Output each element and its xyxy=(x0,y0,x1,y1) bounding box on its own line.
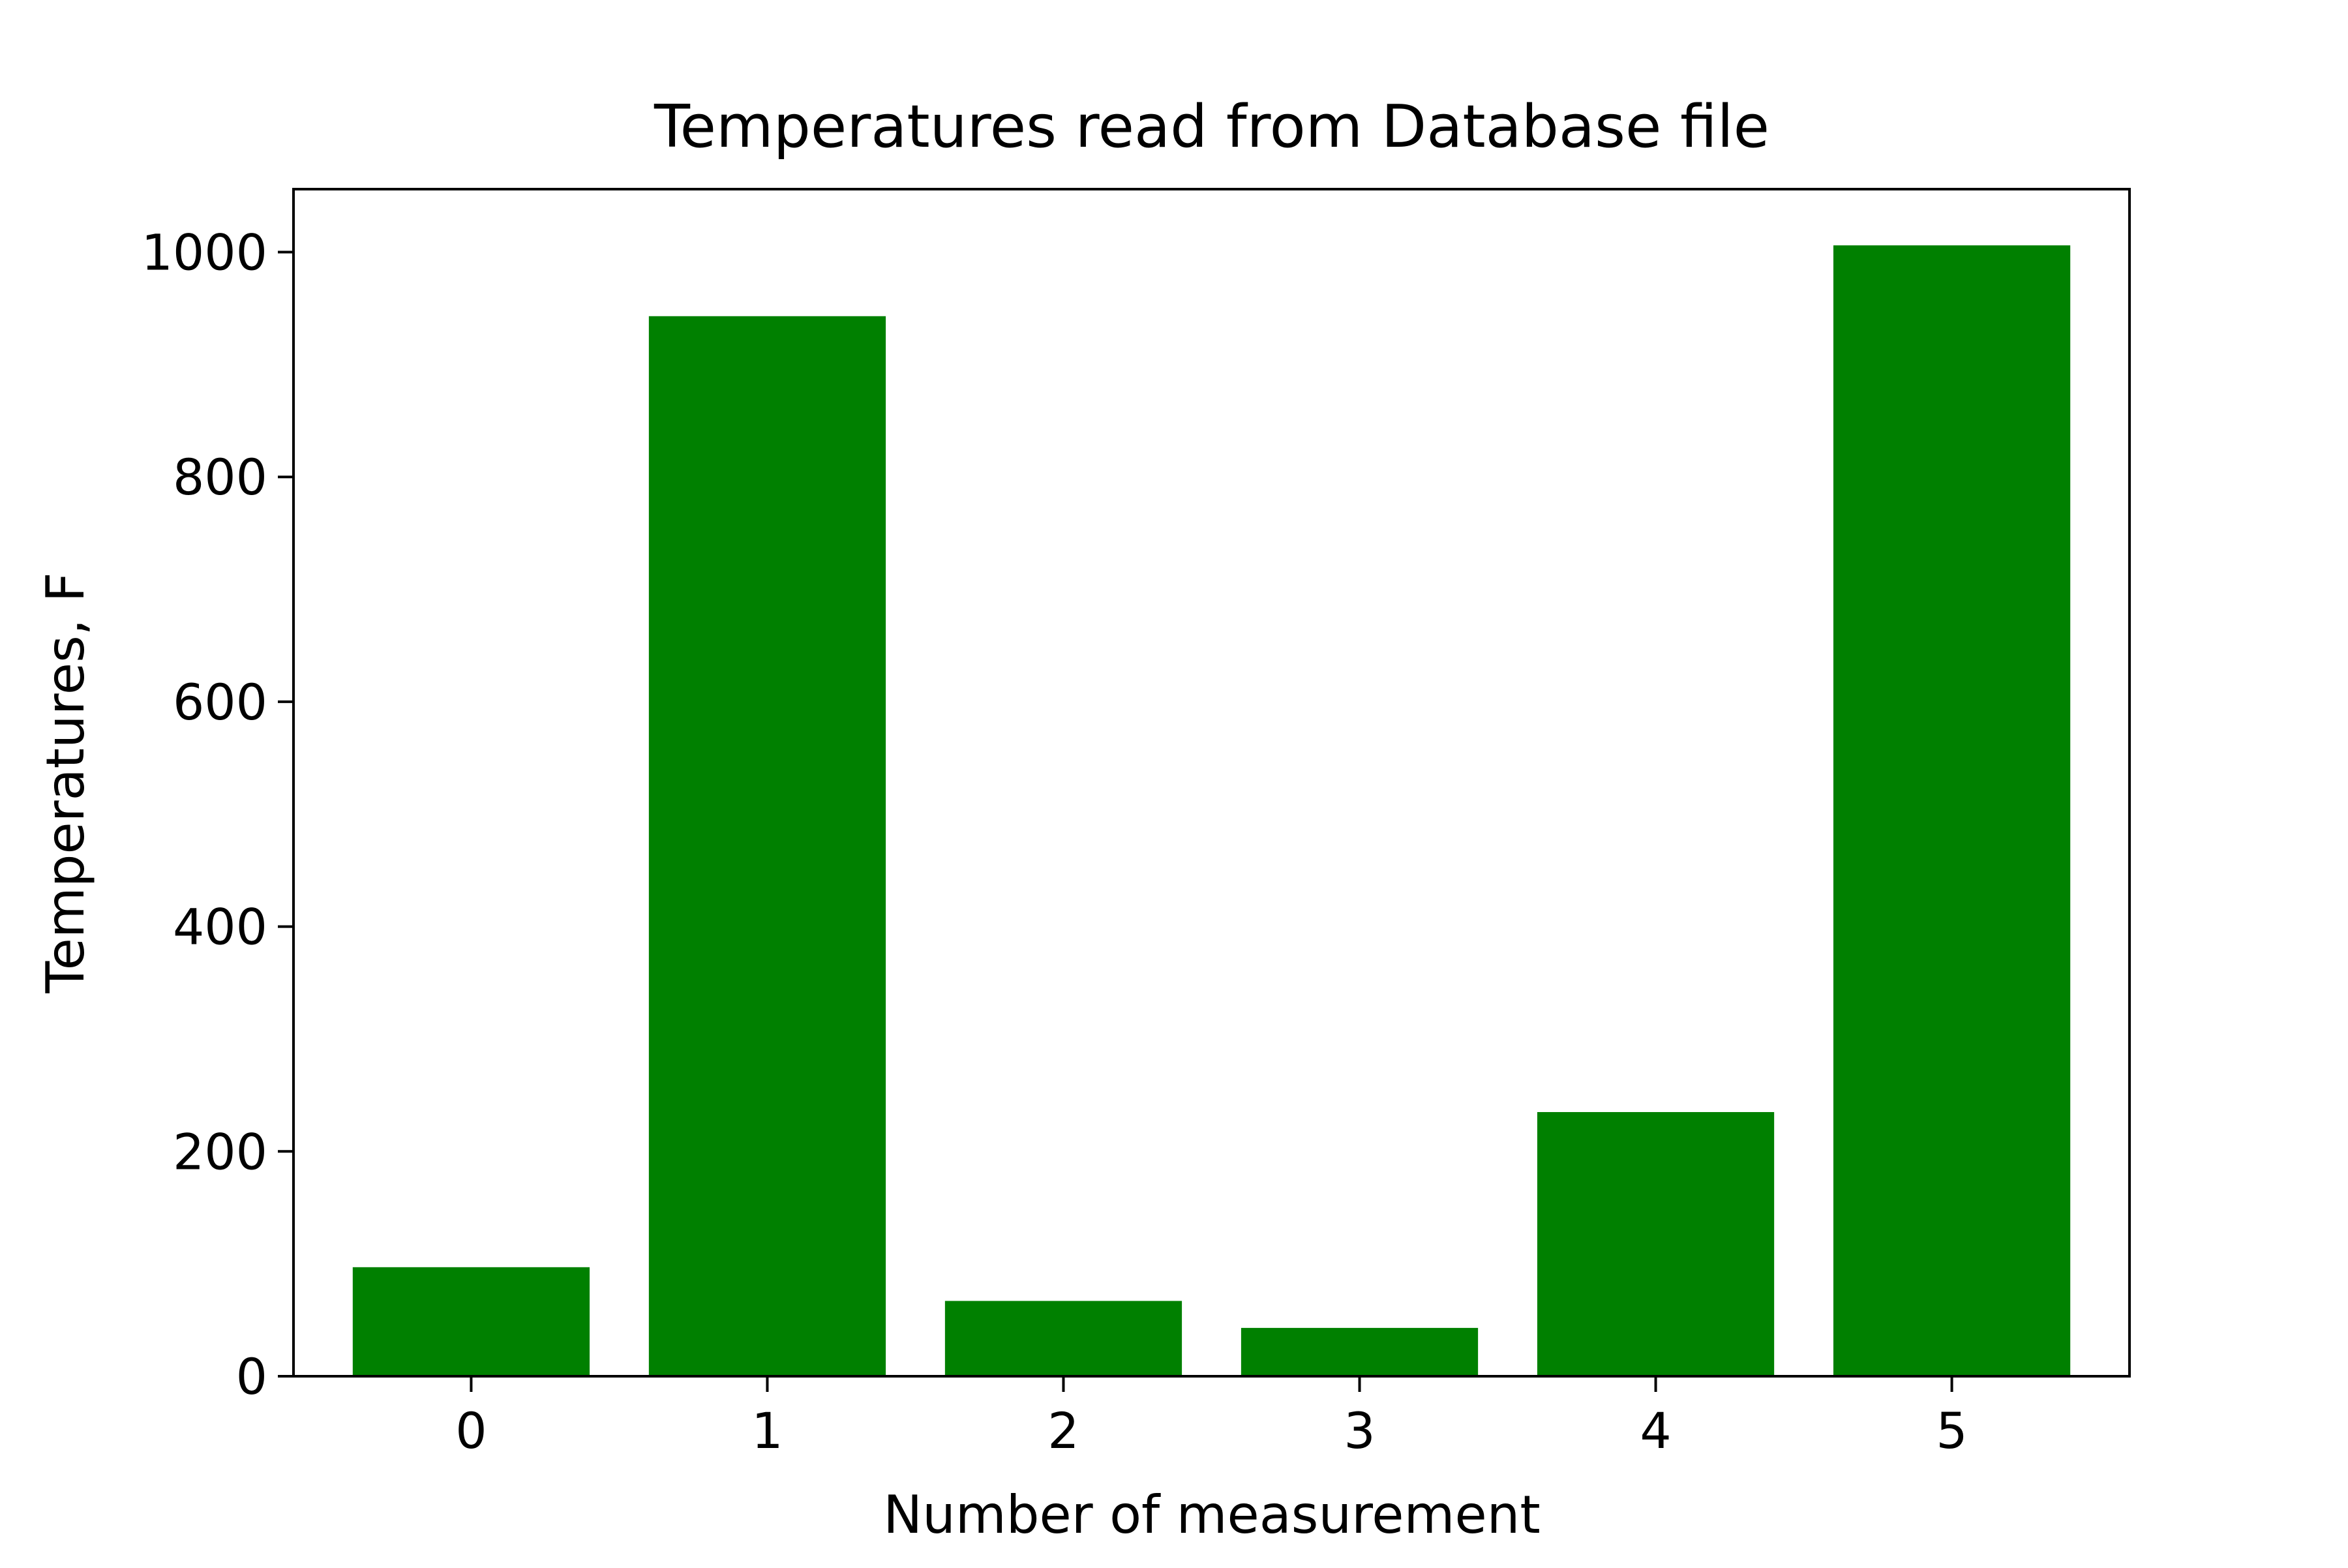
bar-2 xyxy=(944,1301,1182,1376)
bar-1 xyxy=(648,316,886,1376)
bar-0 xyxy=(352,1267,590,1376)
x-tick-label: 3 xyxy=(1344,1402,1375,1460)
y-tick-label: 0 xyxy=(236,1348,267,1406)
y-tick-label: 1000 xyxy=(142,224,267,282)
bar-3 xyxy=(1241,1327,1479,1376)
x-axis-ticks: 0 1 2 3 4 5 xyxy=(455,1376,1968,1460)
x-tick-label: 1 xyxy=(751,1402,783,1460)
bar-5 xyxy=(1833,245,2071,1376)
bar-4 xyxy=(1537,1111,1775,1376)
x-tick-label: 0 xyxy=(455,1402,487,1460)
bar-group xyxy=(352,245,2071,1376)
y-tick-label: 600 xyxy=(173,673,267,731)
y-tick-label: 400 xyxy=(173,898,267,956)
plot-frame xyxy=(292,188,2131,1378)
chart-title: Temperatures read from Database file xyxy=(654,93,1769,161)
y-tick-label: 200 xyxy=(173,1123,267,1181)
y-axis-label: Temperatures, F xyxy=(35,572,96,993)
y-axis-ticks: 0 200 400 600 800 1000 xyxy=(142,224,294,1406)
x-tick-label: 2 xyxy=(1047,1402,1079,1460)
x-tick-label: 4 xyxy=(1640,1402,1671,1460)
x-tick-label: 5 xyxy=(1936,1402,1967,1460)
y-tick-label: 800 xyxy=(173,448,267,506)
x-axis-label: Number of measurement xyxy=(883,1485,1540,1545)
